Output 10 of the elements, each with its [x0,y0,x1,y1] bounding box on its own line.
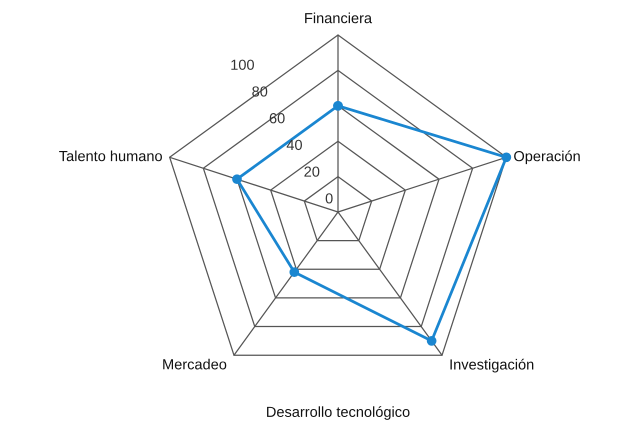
y-tick-label: 20 [304,166,320,177]
text: Desarrollo tecnológico [267,406,410,420]
y-tick-label: 0 [326,193,333,204]
y-tick-label: 40 [286,140,302,150]
y-tick-label: 100 [231,60,254,70]
spoke-label: Financiera [305,12,372,24]
spoke-label: Talento humano [59,150,162,162]
spoke-label: Operación [514,150,580,164]
spoke-label: Mercadeo [163,358,226,370]
spoke-label: Investigación [450,358,534,372]
